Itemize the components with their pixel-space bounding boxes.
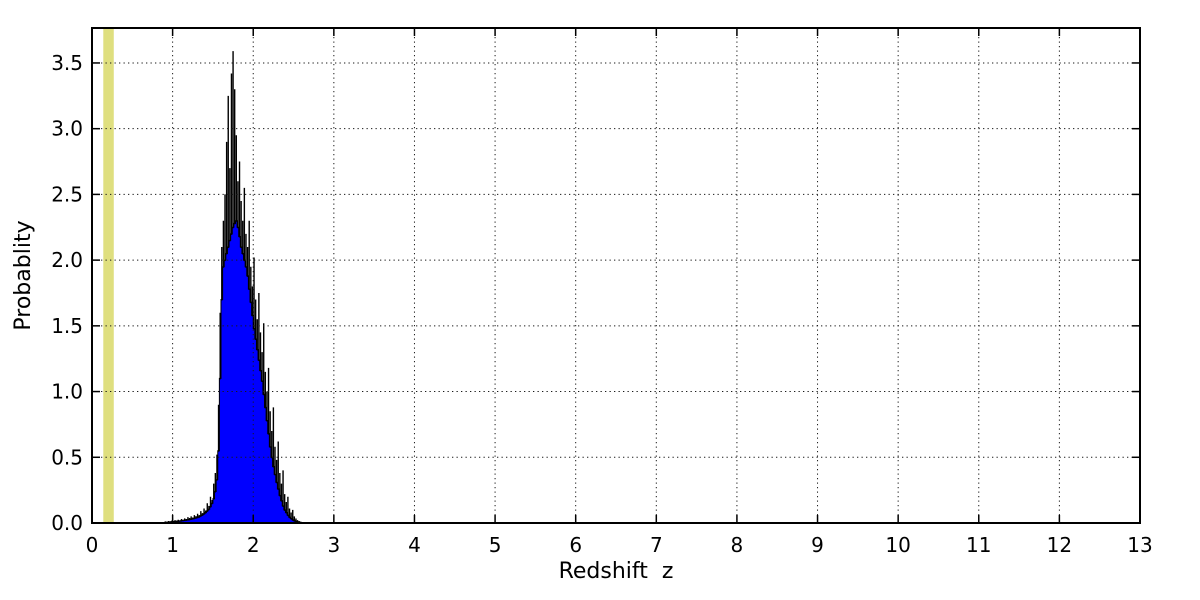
x-tick-label: 2 — [247, 533, 260, 557]
x-tick-label: 13 — [1127, 533, 1152, 557]
x-tick-labels: 0 1 2 3 4 5 6 7 8 9 10 11 12 13 — [86, 533, 1153, 557]
y-tick-label: 0.0 — [51, 511, 83, 535]
y-tick-label: 2.5 — [51, 182, 83, 206]
x-tick-label: 3 — [327, 533, 340, 557]
x-tick-label: 0 — [86, 533, 99, 557]
x-tick-label: 8 — [731, 533, 744, 557]
y-tick-label: 3.0 — [51, 117, 83, 141]
redshift-highlight-band — [103, 28, 114, 523]
y-tick-label: 1.5 — [51, 314, 83, 338]
x-tick-label: 10 — [885, 533, 910, 557]
gridlines — [92, 28, 1140, 523]
x-tick-label: 12 — [1047, 533, 1072, 557]
y-tick-label: 1.0 — [51, 380, 83, 404]
y-axis-label: Probablity — [11, 220, 36, 330]
x-tick-label: 4 — [408, 533, 421, 557]
x-tick-label: 6 — [569, 533, 582, 557]
x-axis-label: Redshift z — [559, 559, 674, 584]
x-tick-label: 1 — [166, 533, 179, 557]
y-tick-label: 0.5 — [51, 445, 83, 469]
y-tick-labels: 0.0 0.5 1.0 1.5 2.0 2.5 3.0 3.5 — [51, 51, 83, 535]
x-tick-label: 11 — [966, 533, 991, 557]
axes-frame — [91, 27, 1141, 524]
x-tick-label: 9 — [811, 533, 824, 557]
histogram-bars — [159, 51, 307, 524]
x-tick-label: 7 — [650, 533, 663, 557]
x-tick-label: 5 — [489, 533, 502, 557]
y-tick-label: 3.5 — [51, 51, 83, 75]
y-tick-label: 2.0 — [51, 248, 83, 272]
